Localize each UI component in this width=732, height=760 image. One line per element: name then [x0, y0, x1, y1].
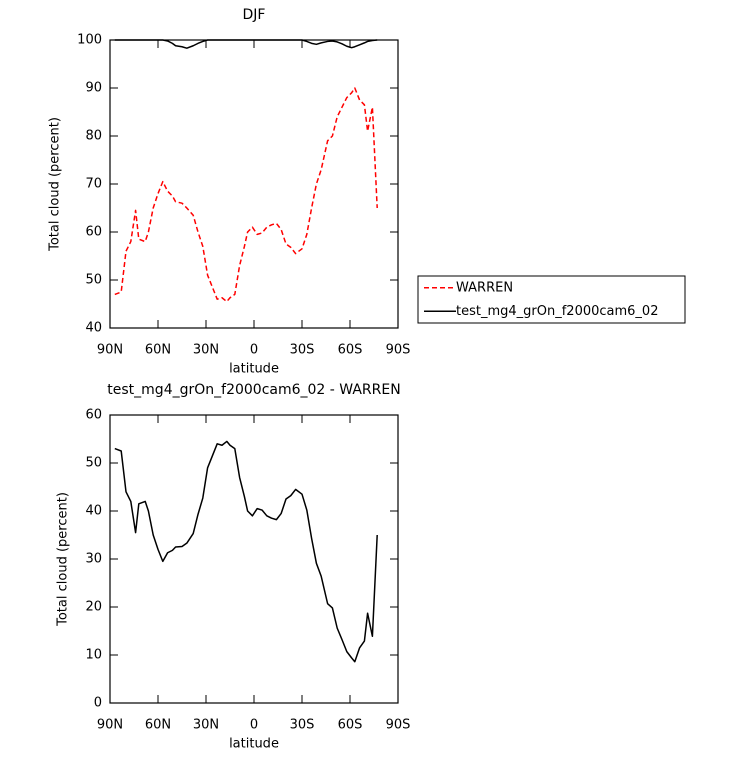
x-tick-label: 30N	[193, 343, 219, 358]
y-tick-label: 40	[85, 321, 102, 336]
y-tick-label: 40	[85, 504, 102, 519]
x-tick-label: 60N	[145, 718, 171, 733]
x-tick-label: 30S	[290, 343, 315, 358]
plot-frame	[109, 39, 399, 329]
x-tick-label: 30N	[193, 718, 219, 733]
y-tick-label: 0	[94, 696, 102, 711]
y-axis-label: Total cloud (percent)	[56, 492, 71, 627]
x-tick-label: 60S	[338, 718, 363, 733]
x-tick-label: 90S	[386, 343, 411, 358]
x-tick-label: 0	[250, 343, 258, 358]
y-tick-label: 50	[85, 456, 102, 471]
legend-box	[417, 275, 686, 324]
y-tick-label: 60	[85, 225, 102, 240]
x-tick-label: 90N	[97, 343, 123, 358]
y-tick-label: 100	[77, 33, 102, 48]
plot-frame	[109, 414, 399, 704]
x-tick-label: 30S	[290, 718, 315, 733]
y-tick-label: 20	[85, 600, 102, 615]
data-line	[114, 39, 378, 49]
y-tick-label: 70	[85, 177, 102, 192]
x-tick-label: 60N	[145, 343, 171, 358]
y-axis-label: Total cloud (percent)	[48, 117, 63, 252]
legend-label: test_mg4_grOn_f2000cam6_02	[456, 304, 658, 319]
data-line	[114, 440, 378, 663]
legend-label: WARREN	[456, 280, 513, 295]
y-tick-label: 80	[85, 129, 102, 144]
data-line	[114, 87, 378, 303]
x-tick-label: 90S	[386, 718, 411, 733]
x-tick-label: 0	[250, 718, 258, 733]
chart-title: DJF	[243, 7, 266, 23]
y-tick-label: 60	[85, 408, 102, 423]
chart-title: test_mg4_grOn_f2000cam6_02 - WARREN	[107, 382, 400, 398]
y-tick-label: 10	[85, 648, 102, 663]
x-tick-label: 90N	[97, 718, 123, 733]
y-tick-label: 30	[85, 552, 102, 567]
y-tick-label: 50	[85, 273, 102, 288]
y-tick-label: 90	[85, 81, 102, 96]
x-tick-label: 60S	[338, 343, 363, 358]
x-axis-label: latitude	[229, 362, 279, 377]
x-axis-label: latitude	[229, 737, 279, 752]
